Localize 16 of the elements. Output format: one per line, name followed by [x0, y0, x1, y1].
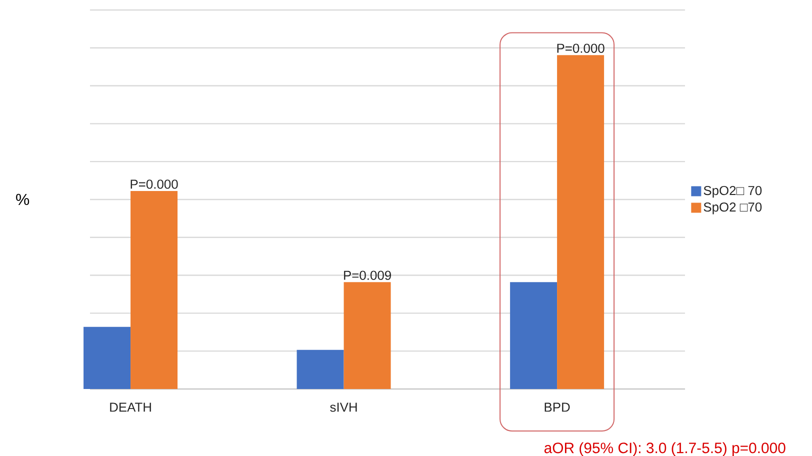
- bar: [344, 282, 391, 389]
- x-tick-label: DEATH: [110, 402, 151, 412]
- x-tick-label: BPD: [544, 402, 570, 412]
- bar: [130, 190, 178, 389]
- bar: [296, 350, 344, 389]
- legend-label: SpO2□ 70: [704, 186, 762, 198]
- bar: [84, 326, 131, 389]
- annotation: P=0.000: [557, 44, 604, 53]
- bar: [557, 55, 604, 389]
- annotation: P=0.009: [344, 270, 391, 280]
- legend-label: SpO2 □70: [704, 202, 762, 214]
- y-axis-title: %: [16, 194, 30, 206]
- bar: [510, 282, 558, 389]
- annotation: P=0.000: [130, 180, 178, 189]
- x-tick-label: sIVH: [330, 402, 357, 412]
- text: aOR (95% CI): 3.0 (1.7-5.5) p=0.000: [544, 442, 786, 456]
